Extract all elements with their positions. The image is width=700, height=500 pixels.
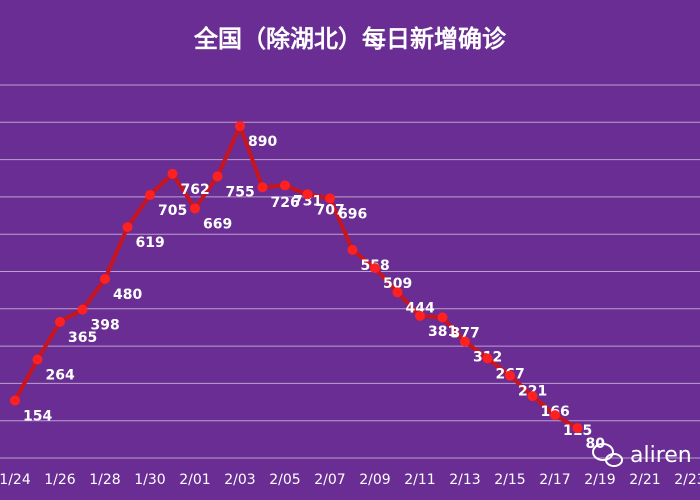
value-label: 619 xyxy=(136,235,165,251)
x-tick-label: 2/15 xyxy=(494,472,525,488)
point xyxy=(100,273,110,284)
point xyxy=(302,189,313,200)
value-label: 726 xyxy=(271,195,300,211)
value-label: 377 xyxy=(451,325,480,341)
point xyxy=(235,121,245,132)
value-label: 696 xyxy=(338,206,367,222)
point xyxy=(257,182,268,193)
x-tick-label: 2/05 xyxy=(269,472,300,488)
point xyxy=(77,304,88,315)
watermark: aliren xyxy=(592,443,692,468)
value-label: 762 xyxy=(181,182,210,198)
value-label: 80 xyxy=(586,436,606,452)
point xyxy=(280,180,290,191)
value-label: 398 xyxy=(91,318,120,334)
watermark-text: aliren xyxy=(630,443,692,468)
point xyxy=(190,203,200,214)
point xyxy=(370,263,380,274)
x-tick-label: 2/07 xyxy=(314,472,345,488)
point xyxy=(10,395,20,406)
value-label: 444 xyxy=(406,300,435,316)
point xyxy=(527,391,538,402)
value-label: 509 xyxy=(383,276,412,292)
value-label: 365 xyxy=(68,330,97,346)
point xyxy=(415,310,425,321)
point xyxy=(122,222,133,233)
x-tick-label: 2/09 xyxy=(359,472,390,488)
value-label: 705 xyxy=(158,203,187,219)
value-label: 755 xyxy=(226,184,255,200)
value-label: 381 xyxy=(428,324,457,340)
point xyxy=(212,171,223,182)
x-tick-label: 1/30 xyxy=(134,472,165,488)
value-label: 890 xyxy=(248,134,277,150)
x-tick-label: 2/03 xyxy=(224,472,255,488)
point xyxy=(347,244,358,255)
point xyxy=(325,193,335,204)
value-label: 731 xyxy=(293,193,322,209)
x-tick-label: 2/01 xyxy=(179,472,210,488)
point xyxy=(460,336,470,347)
x-tick-label: 2/19 xyxy=(584,472,615,488)
point xyxy=(32,354,43,365)
point xyxy=(550,410,560,421)
value-label: 669 xyxy=(203,216,232,232)
x-tick-label: 2/23 xyxy=(674,472,700,488)
watermark-icon xyxy=(605,453,623,467)
value-label: 707 xyxy=(316,202,345,218)
point xyxy=(482,353,493,364)
x-tick-label: 2/11 xyxy=(404,472,435,488)
value-label: 480 xyxy=(113,287,142,303)
x-tick-label: 1/28 xyxy=(89,472,120,488)
x-tick-label: 2/21 xyxy=(629,472,660,488)
point xyxy=(437,312,448,323)
value-label: 264 xyxy=(46,368,75,384)
point xyxy=(145,190,155,201)
watermark-icon xyxy=(592,443,614,461)
value-label: 154 xyxy=(23,409,52,425)
x-tick-label: 2/17 xyxy=(539,472,570,488)
point xyxy=(572,423,583,434)
point xyxy=(55,316,65,327)
point xyxy=(505,370,515,381)
x-tick-label: 1/24 xyxy=(0,472,31,488)
x-tick-label: 2/13 xyxy=(449,472,480,488)
x-tick-label: 1/26 xyxy=(44,472,76,488)
point xyxy=(392,287,403,298)
point xyxy=(167,168,178,179)
chart-title: 全国（除湖北）每日新增确诊 xyxy=(193,25,507,53)
